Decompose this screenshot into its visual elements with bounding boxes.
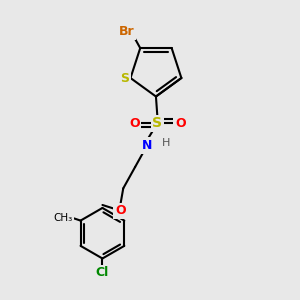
Text: Cl: Cl xyxy=(96,266,109,279)
Text: S: S xyxy=(120,71,129,85)
Text: O: O xyxy=(115,204,126,217)
Text: S: S xyxy=(152,116,162,130)
Text: Br: Br xyxy=(119,25,135,38)
Text: O: O xyxy=(175,117,186,130)
Text: O: O xyxy=(129,117,140,130)
Text: CH₃: CH₃ xyxy=(53,213,72,223)
Text: N: N xyxy=(142,139,152,152)
Text: H: H xyxy=(162,138,170,148)
